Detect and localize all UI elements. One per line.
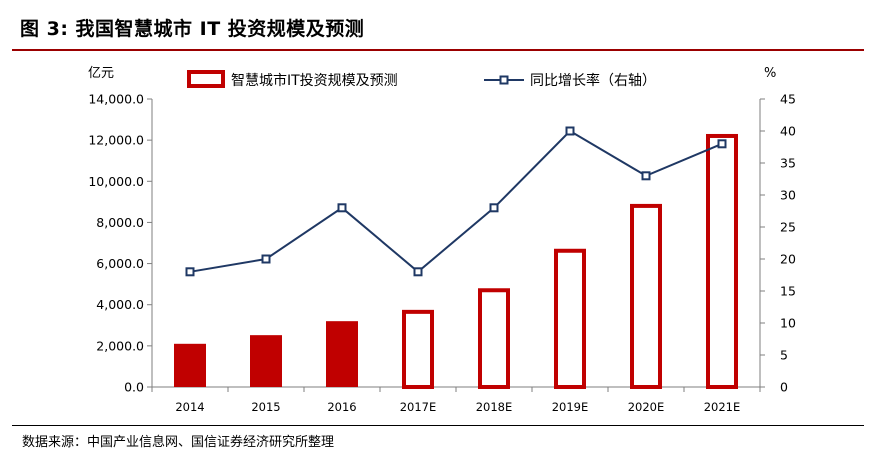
right-tick-label: 5 <box>780 348 788 363</box>
bar-2021E <box>706 133 738 389</box>
growth-point-2016 <box>337 203 347 213</box>
right-tick-label: 10 <box>780 316 796 331</box>
right-tick-label: 35 <box>780 156 796 171</box>
bar-2019E <box>554 248 586 389</box>
growth-point-2014 <box>185 267 195 277</box>
growth-point-2015 <box>261 254 271 264</box>
source-note: 数据来源：中国产业信息网、国信证券经济研究所整理 <box>22 435 335 450</box>
left-tick-label: 12,000.0 <box>88 133 144 148</box>
left-tick-label: 2,000.0 <box>96 338 144 353</box>
growth-line-series <box>185 126 727 277</box>
left-tick-label: 6,000.0 <box>96 256 144 271</box>
title-rule <box>12 49 864 51</box>
right-tick-label: 45 <box>780 92 796 107</box>
bar-2014 <box>174 343 206 387</box>
growth-point-2018E <box>489 203 499 213</box>
bar-2015 <box>250 335 282 387</box>
x-tick-label: 2021E <box>704 400 741 414</box>
left-axis-unit: 亿元 <box>88 66 114 81</box>
growth-point-2019E <box>565 126 575 136</box>
right-tick-label: 40 <box>780 124 796 139</box>
left-tick-label: 10,000.0 <box>88 174 144 189</box>
left-tick-label: 0.0 <box>124 380 144 395</box>
right-tick-label: 30 <box>780 188 796 203</box>
right-axis-unit: % <box>764 66 776 81</box>
right-tick-label: 0 <box>780 380 788 395</box>
legend-bar-label: 智慧城市IT投资规模及预测 <box>231 72 398 89</box>
right-tick-label: 25 <box>780 220 796 235</box>
legend-line-label: 同比增长率（右轴） <box>530 72 656 89</box>
legend: 智慧城市IT投资规模及预测 同比增长率（右轴） <box>187 70 656 89</box>
left-tick-label: 8,000.0 <box>96 215 144 230</box>
left-tick-label: 4,000.0 <box>96 297 144 312</box>
legend-line-marker <box>499 75 509 85</box>
x-tick-label: 2020E <box>628 400 665 414</box>
legend-bar-swatch <box>187 70 225 88</box>
bar-2020E <box>630 203 662 389</box>
bar-2016 <box>326 321 358 387</box>
x-tick-label: 2018E <box>476 400 513 414</box>
bar-2018E <box>478 288 510 389</box>
growth-line <box>189 129 723 274</box>
x-tick-label: 2014 <box>175 400 204 414</box>
bar-2017E <box>402 309 434 390</box>
bars-series <box>174 133 738 390</box>
right-tick-label: 20 <box>780 252 796 267</box>
x-tick-label: 2017E <box>400 400 437 414</box>
growth-point-2021E <box>717 139 727 149</box>
x-tick-label: 2015 <box>251 400 280 414</box>
axes <box>147 98 765 392</box>
left-tick-label: 14,000.0 <box>88 92 144 107</box>
figure-title: 图 3: 我国智慧城市 IT 投资规模及预测 <box>20 18 365 40</box>
growth-point-2017E <box>413 267 423 277</box>
source-rule <box>12 425 864 426</box>
tick-labels: 0.0 2,000.0 4,000.0 6,000.0 8,000.0 10,000.0 1… <box>88 66 796 414</box>
x-tick-label: 2016 <box>327 400 356 414</box>
x-tick-label: 2019E <box>552 400 589 414</box>
growth-point-2020E <box>641 171 651 181</box>
right-tick-label: 15 <box>780 284 796 299</box>
